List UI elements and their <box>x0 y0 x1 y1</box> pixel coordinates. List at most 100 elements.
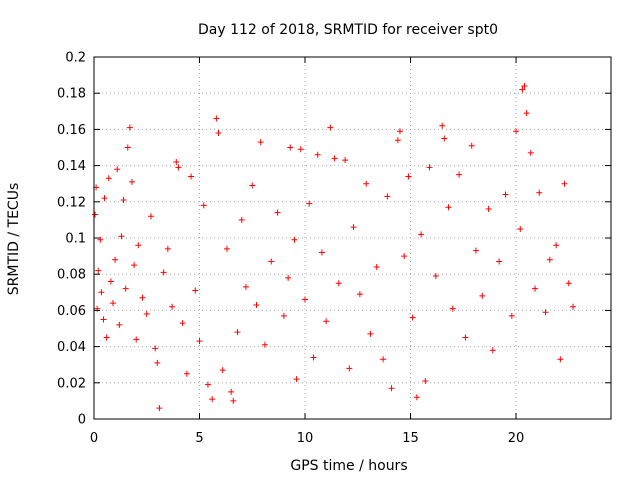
data-point <box>105 175 112 182</box>
data-point <box>449 305 456 312</box>
data-point <box>249 182 256 189</box>
data-point <box>356 291 363 298</box>
data-point <box>196 338 203 345</box>
data-point <box>164 245 171 252</box>
data-point <box>502 191 509 198</box>
y-tick-label: 0.14 <box>57 159 86 174</box>
data-point <box>285 274 292 281</box>
data-point <box>401 253 408 260</box>
data-point <box>169 303 176 310</box>
y-tick-label: 0.12 <box>57 195 86 210</box>
data-point <box>527 149 534 156</box>
data-point <box>173 158 180 165</box>
data-points <box>92 82 577 412</box>
y-tick-label: 0.08 <box>57 268 86 283</box>
data-point <box>230 397 237 404</box>
chart-title: Day 112 of 2018, SRMTID for receiver spt… <box>198 22 498 38</box>
data-point <box>413 394 420 401</box>
data-point <box>456 171 463 178</box>
data-point <box>479 292 486 299</box>
data-point <box>318 249 325 256</box>
data-point <box>418 231 425 238</box>
data-point <box>156 405 163 412</box>
data-point <box>472 247 479 254</box>
data-point <box>445 204 452 211</box>
y-tick-label: 0.04 <box>57 340 86 355</box>
data-point <box>213 115 220 122</box>
data-point <box>546 256 553 263</box>
data-point <box>409 314 416 321</box>
x-tick-label: 5 <box>195 431 203 446</box>
y-tick-label: 0.02 <box>57 376 86 391</box>
data-point <box>521 82 528 89</box>
data-point <box>101 195 108 202</box>
data-point <box>468 142 475 149</box>
data-point <box>335 280 342 287</box>
data-point <box>293 376 300 383</box>
y-tick-label: 0.16 <box>57 123 86 138</box>
data-point <box>124 144 131 151</box>
data-point <box>133 336 140 343</box>
data-point <box>268 258 275 265</box>
data-point <box>291 236 298 243</box>
data-point <box>306 200 313 207</box>
data-point <box>103 334 110 341</box>
plot-frame <box>93 56 612 420</box>
x-tick-label: 15 <box>402 431 419 446</box>
data-point <box>363 180 370 187</box>
data-point <box>116 321 123 328</box>
data-point <box>536 189 543 196</box>
data-point <box>118 233 125 240</box>
y-axis: 0 0.02 0.04 0.06 0.08 0.1 0.12 0.14 0.16 0.18 0.2 <box>57 51 611 428</box>
data-point <box>128 178 135 185</box>
data-point <box>234 329 241 336</box>
data-point <box>439 122 446 129</box>
data-point <box>508 312 515 319</box>
data-point <box>97 236 104 243</box>
data-point <box>100 316 107 323</box>
data-point <box>422 377 429 384</box>
data-point <box>183 370 190 377</box>
data-point <box>131 262 138 269</box>
data-point <box>143 311 150 318</box>
data-point <box>274 209 281 216</box>
data-point <box>302 296 309 303</box>
data-point <box>489 347 496 354</box>
data-point <box>120 196 127 203</box>
data-point <box>532 285 539 292</box>
data-point <box>517 225 524 232</box>
y-tick-label: 0.1 <box>65 232 86 247</box>
data-point <box>426 164 433 171</box>
data-point <box>154 359 161 366</box>
data-point <box>95 267 102 274</box>
x-axis-title: GPS time / hours <box>290 458 407 474</box>
data-point <box>519 86 526 93</box>
grid <box>94 57 611 419</box>
data-point <box>179 320 186 327</box>
data-point <box>200 202 207 209</box>
data-point <box>323 318 330 325</box>
data-point <box>396 128 403 135</box>
data-point <box>287 144 294 151</box>
y-axis-title: SRMTID / TECUs <box>6 183 22 296</box>
data-point <box>114 166 121 173</box>
data-point <box>107 278 114 285</box>
data-point <box>346 365 353 372</box>
data-point <box>367 330 374 337</box>
data-point <box>257 139 264 146</box>
data-point <box>314 151 321 158</box>
y-tick-label: 0 <box>78 413 86 428</box>
data-point <box>126 124 133 131</box>
data-point <box>152 345 159 352</box>
data-point <box>175 164 182 171</box>
y-tick-label: 0.2 <box>65 51 86 66</box>
data-point <box>462 334 469 341</box>
data-point <box>192 287 199 294</box>
data-point <box>92 211 99 218</box>
x-tick-label: 20 <box>508 431 525 446</box>
data-point <box>98 289 105 296</box>
data-point <box>297 146 304 153</box>
data-point <box>109 300 116 307</box>
y-tick-label: 0.06 <box>57 304 86 319</box>
